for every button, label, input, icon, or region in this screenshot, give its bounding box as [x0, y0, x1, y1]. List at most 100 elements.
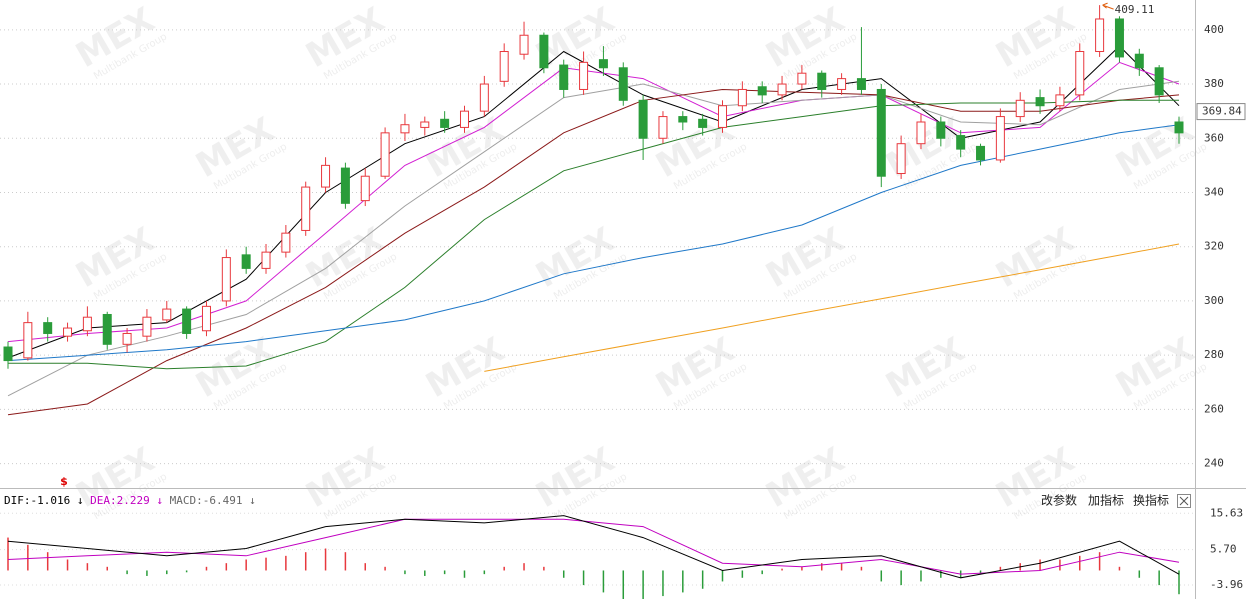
candle-body [678, 116, 688, 123]
y-tick-label: 340 [1204, 185, 1224, 198]
candle-body [539, 34, 549, 69]
candle-body [122, 332, 132, 345]
signal-marker: $ [60, 475, 68, 488]
candle-body [618, 67, 628, 101]
candle-body [936, 121, 946, 139]
y-tick-label: 300 [1204, 294, 1224, 307]
candle-body [43, 322, 53, 334]
candle-body [261, 251, 271, 269]
candle-body [976, 145, 986, 161]
macd-value: -6.491 [203, 494, 243, 507]
candle-body [856, 78, 866, 90]
y-tick-label: -3.96 [1210, 578, 1243, 591]
dea-line [7, 518, 1180, 575]
candle-body [817, 72, 827, 90]
candle-body [598, 59, 608, 69]
candle-body [638, 99, 648, 139]
candle-body [142, 316, 152, 337]
dif-line [7, 515, 1180, 579]
candle-body [519, 34, 529, 55]
button[interactable]: 改参数 [1041, 493, 1077, 508]
y-tick-label: 380 [1204, 77, 1224, 90]
last-price-box [1196, 103, 1246, 121]
y-tick-label: 320 [1204, 240, 1224, 253]
y-tick-label: 260 [1204, 402, 1224, 415]
candle-body [1055, 94, 1065, 107]
moving-average [484, 243, 1180, 372]
candle-body [380, 132, 390, 177]
candle-body [916, 121, 926, 145]
candle-body [340, 167, 350, 204]
candle-body [459, 110, 469, 128]
dea-label: DEA: [90, 494, 117, 507]
candle-body [1114, 18, 1124, 58]
candle-body [440, 118, 450, 128]
candle-body [420, 121, 430, 128]
candle-body [281, 232, 291, 253]
y-tick-label: 240 [1204, 457, 1224, 470]
candle-body [876, 88, 886, 177]
candle-body [837, 78, 847, 90]
candle-body [1095, 18, 1105, 53]
dif-label: DIF: [4, 494, 31, 507]
close-button[interactable] [1177, 494, 1191, 508]
candle-body [301, 186, 311, 231]
button[interactable]: 换指标 [1133, 493, 1169, 508]
candle-body [737, 88, 747, 107]
candle-body [102, 313, 112, 345]
y-tick-label: 15.63 [1210, 506, 1243, 519]
candle-body [1015, 99, 1025, 118]
candle-body [956, 135, 966, 150]
macd-legend: DIF:-1.016 ↓ DEA:2.229 ↓ MACD:-6.491 ↓ [4, 494, 256, 507]
button[interactable]: 加指标 [1088, 493, 1124, 508]
arrow: ↓ [77, 494, 84, 507]
moving-average [7, 61, 1180, 343]
candle-body [1154, 67, 1164, 96]
candle-body [797, 72, 807, 85]
dea-value: 2.229 [117, 494, 150, 507]
macd-label: MACD: [170, 494, 203, 507]
candle-body [559, 64, 569, 90]
candle-body [718, 105, 728, 128]
moving-average [8, 99, 1179, 370]
candle-body [1035, 97, 1045, 107]
y-tick-label: 280 [1204, 348, 1224, 361]
candle-body [3, 346, 13, 362]
candle-body [499, 51, 509, 82]
candle-body [201, 305, 211, 332]
last-price-label: 369.84 [1202, 105, 1242, 118]
candle-body [658, 116, 668, 139]
candle-body [321, 164, 331, 188]
arrow: ↓ [156, 494, 163, 507]
candle-body [896, 143, 906, 175]
y-tick-label: 360 [1204, 131, 1224, 144]
arrow: ↓ [249, 494, 256, 507]
candle-body [162, 308, 172, 321]
candle-body [698, 118, 708, 128]
peak-arrow [1102, 2, 1114, 10]
candle-body [777, 83, 787, 96]
candle-body [757, 86, 767, 96]
candle-body [360, 175, 370, 202]
candle-body [182, 308, 192, 334]
y-tick-label: 5.70 [1210, 543, 1237, 556]
